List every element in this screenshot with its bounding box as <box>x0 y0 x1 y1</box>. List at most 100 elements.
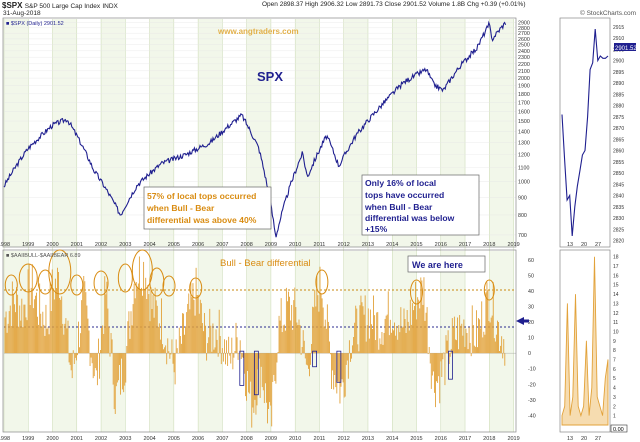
note-57-box: 57% of local tops occurred when Bull - B… <box>143 186 272 230</box>
x-tick-label: 2013 <box>362 436 374 442</box>
zoom-diff-tick: 12 <box>613 311 619 317</box>
zoom-diff-tick: 11 <box>613 320 618 326</box>
differential-panel-frame <box>2 249 517 433</box>
x-tick-label: 2016 <box>435 242 447 248</box>
year-band-top <box>489 19 514 247</box>
x-tick-label: 2002 <box>95 436 107 442</box>
note-16-line-1: Only 16% of local <box>365 178 436 188</box>
close-value: Close 2901.52 <box>384 1 427 8</box>
zoom-x-tick: 27 <box>595 242 601 248</box>
zoom-price-tick: 2890 <box>613 81 624 87</box>
diff-tick-label: -10 <box>528 367 536 373</box>
price-tick-label: 2500 <box>518 43 530 49</box>
zoom-diff-frame <box>559 249 611 433</box>
grid-lines <box>3 19 516 432</box>
zoom-price-tick: 2910 <box>613 36 624 42</box>
diff-tick-label: -40 <box>528 413 536 419</box>
low-marker <box>336 350 342 383</box>
price-tick-label: 900 <box>518 195 527 201</box>
zoom-diff-tick: 8 <box>613 348 616 354</box>
x-tick-label: 2006 <box>192 436 204 442</box>
x-tick-label: 2007 <box>216 436 228 442</box>
x-tick-label: 2008 <box>241 436 253 442</box>
x-tick-label: 2002 <box>95 242 107 248</box>
diff-tick-label: -20 <box>528 382 536 388</box>
exchange: INDX <box>102 3 118 10</box>
note-16-line-5: +15% <box>365 224 388 234</box>
zoom-readout: 0.00 <box>613 427 624 433</box>
zoom-x-tick: 20 <box>581 242 587 248</box>
zoom-price-tick: 2900 <box>613 59 624 65</box>
price-tick-label: 2200 <box>518 62 530 68</box>
price-tick-label: 1400 <box>518 129 530 135</box>
zoom-series <box>561 28 609 426</box>
x-tick-label: 2005 <box>168 436 180 442</box>
diff-tick-label: 20 <box>528 320 534 326</box>
zoom-price-tick: 2865 <box>613 137 624 143</box>
year-band-top <box>4 19 29 247</box>
top-circle <box>48 249 72 295</box>
x-tick-label: 1999 <box>22 242 34 248</box>
x-tick-label: 2006 <box>192 242 204 248</box>
price-tick-label: 1800 <box>518 92 530 98</box>
zoom-price-tick: 2850 <box>613 171 624 177</box>
diff-tick-label: 60 <box>528 258 534 264</box>
open-value: Open 2898.37 <box>262 1 304 8</box>
diff-tick-label: 40 <box>528 289 534 295</box>
low-value: Low 2891.73 <box>345 1 383 8</box>
x-tick-label: 2011 <box>314 242 326 248</box>
low-marker <box>448 350 453 380</box>
index-name: S&P 500 Large Cap Index <box>24 3 101 10</box>
top-markers <box>4 249 495 305</box>
top-circle <box>162 275 176 297</box>
zoom-diff-tick: 9 <box>613 339 616 345</box>
zoom-diff-tick: 7 <box>613 358 616 364</box>
note-16-line-2: tops have occurred <box>365 190 444 200</box>
pointer-arrow-icon <box>516 317 529 325</box>
note-57-line-1: 57% of local tops occurred <box>147 191 256 201</box>
zoom-price-tick: 2875 <box>613 115 624 121</box>
note-16-line-4: differential was below <box>365 213 455 223</box>
top-circle <box>37 269 53 295</box>
x-tick-label: 2004 <box>143 436 155 442</box>
top-circle <box>70 274 84 296</box>
zoom-diff-area <box>561 256 609 426</box>
price-tick-label: 2100 <box>518 69 530 75</box>
zoom-diff-tick: 5 <box>613 376 616 382</box>
zoom-price-frame <box>559 17 611 248</box>
x-tick-label: 2019 <box>507 242 519 248</box>
x-tick-label: 2008 <box>241 242 253 248</box>
price-tick-label: 2000 <box>518 76 530 82</box>
zoom-x-tick: 27 <box>595 436 601 442</box>
price-tick-label: 2300 <box>518 55 530 61</box>
x-tick-label: 2004 <box>143 242 155 248</box>
x-tick-label: 2018 <box>483 436 495 442</box>
price-series <box>3 20 507 238</box>
top-circle <box>117 263 133 293</box>
x-tick-label: 2018 <box>483 242 495 248</box>
watermark: www.angtraders.com <box>217 27 299 36</box>
x-tick-label: 2016 <box>435 436 447 442</box>
x-tick-label: 2001 <box>71 436 83 442</box>
chart-title: $SPX S&P 500 Large Cap Index INDX <box>2 1 118 10</box>
zoom-price-tick: 2835 <box>613 205 624 211</box>
price-tick-label: 1700 <box>518 100 530 106</box>
year-band-top <box>101 19 126 247</box>
ohlc-readout: Open 2898.37 High 2906.32 Low 2891.73 Cl… <box>262 1 526 8</box>
zoom-price-tick: 2885 <box>613 92 624 98</box>
x-tick-label: 2011 <box>314 436 326 442</box>
zoom-price-tick: 2830 <box>613 216 624 222</box>
price-tick-label: 2900 <box>518 21 530 27</box>
low-marker <box>239 350 245 386</box>
zoom-x-tick: 13 <box>567 242 573 248</box>
zoom-diff-tick: 18 <box>613 255 619 261</box>
zoom-price-tick: 2880 <box>613 104 624 110</box>
year-band-top <box>52 19 77 247</box>
change-value: Chg +0.39 (+0.01%) <box>466 1 526 8</box>
price-tick-label: 2600 <box>518 37 530 43</box>
year-band-top <box>295 19 320 247</box>
diff-label: Bull - Bear differential <box>220 258 311 269</box>
zoom-diff-tick: 6 <box>613 367 616 373</box>
spx-label: SPX <box>257 69 283 84</box>
zoom-x-tick: 20 <box>581 436 587 442</box>
